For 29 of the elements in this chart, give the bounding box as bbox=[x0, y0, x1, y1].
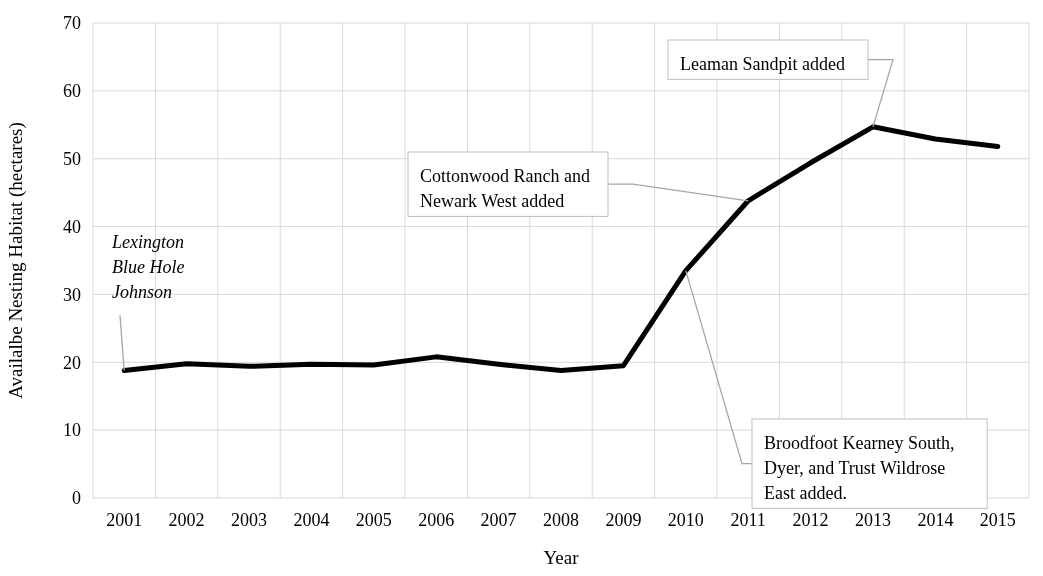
y-tick-label: 70 bbox=[63, 13, 81, 34]
x-tick-label: 2003 bbox=[231, 510, 267, 530]
x-tick-label: 2010 bbox=[667, 510, 704, 530]
x-tick-label: 2005 bbox=[355, 510, 392, 530]
x-axis-title: Year bbox=[543, 547, 580, 568]
x-tick-label: 2009 bbox=[605, 510, 642, 530]
annotation: Leaman Sandpit added bbox=[680, 54, 845, 74]
x-tick-label: 2014 bbox=[917, 510, 954, 530]
y-tick-label: 0 bbox=[72, 488, 81, 509]
y-tick-label: 60 bbox=[63, 81, 81, 102]
x-tick-label: 2007 bbox=[480, 510, 517, 530]
x-tick-label: 2004 bbox=[293, 510, 330, 530]
y-axis-title: Availalbe Nesting Habitat (hectares) bbox=[5, 122, 27, 399]
x-tick-label: 2006 bbox=[418, 510, 455, 530]
x-tick-label: 2002 bbox=[168, 510, 205, 530]
x-tick-label: 2008 bbox=[543, 510, 579, 530]
x-tick-label: 2011 bbox=[730, 510, 766, 530]
y-tick-label: 10 bbox=[63, 420, 81, 441]
y-tick-label: 40 bbox=[63, 216, 81, 237]
annotation: Cottonwood Ranch and Newark West added bbox=[420, 166, 590, 211]
y-tick-label: 50 bbox=[63, 149, 81, 170]
x-tick-label: 2001 bbox=[106, 510, 143, 530]
annotation: Broodfoot Kearney South, Dyer, and Trust Wildrose East added. bbox=[764, 433, 955, 503]
x-tick-label: 2015 bbox=[979, 510, 1016, 530]
x-tick-label: 2013 bbox=[855, 510, 891, 530]
y-tick-label: 30 bbox=[63, 284, 81, 305]
y-tick-label: 20 bbox=[63, 352, 81, 373]
annotation: Lexington Blue Hole Johnson bbox=[111, 232, 185, 302]
x-tick-label: 2012 bbox=[792, 510, 829, 530]
